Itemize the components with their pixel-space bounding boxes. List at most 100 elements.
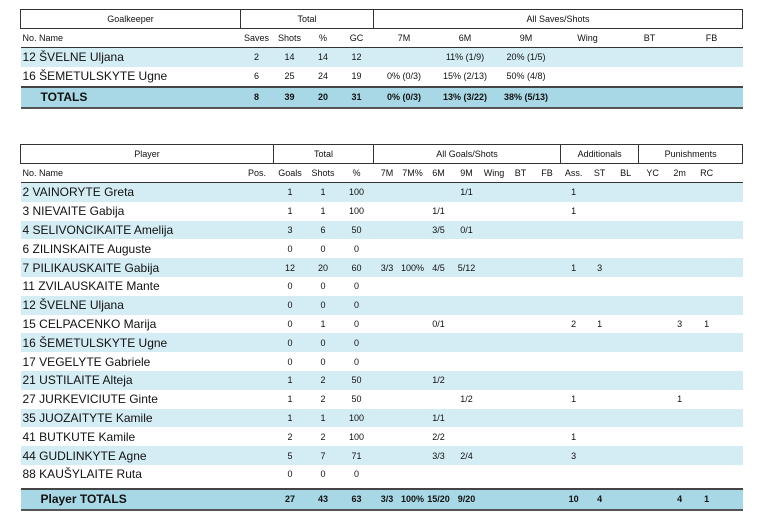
column-header: Shots [306,163,340,183]
player-name: 44 GUDLINKYTE Agne [20,446,241,465]
stat-cell [667,465,693,484]
stat-cell [534,427,561,446]
stat-cell [560,295,587,315]
stat-cell: 1 [320,318,326,329]
stat-cell: 0 [306,333,340,353]
stat-cell [721,352,743,371]
stat-cell [241,277,274,296]
stat-cell [681,67,743,87]
stat-cell: 12 [273,258,307,277]
stat-cell: 12 [339,47,374,67]
table-row: 16 ŠEMETULSKYTE Ugne 6 25 24 19 0% (0/3) 15% (… [21,67,743,87]
stat-cell [560,220,587,240]
table-row: 11 ZVILAUSKAITE Mante 0 0 0 [21,277,743,296]
player-name: 17 VEGELYTE Gabriele [22,354,151,369]
column-header: No. Name [20,163,241,183]
stat-cell: 11% (1/9) [434,47,496,67]
stat-cell [587,352,613,371]
stat-cell [508,465,534,484]
stat-cell [480,446,508,465]
totals-cell [720,487,743,511]
stat-cell [612,408,639,428]
stat-cell: 1/1 [424,408,453,428]
stat-cell [240,446,274,465]
stat-cell [586,295,613,315]
stat-cell [612,370,639,390]
stat-cell [507,182,534,202]
stat-cell [401,465,425,484]
stat-cell [639,202,667,221]
stat-cell [240,258,274,277]
stat-cell [481,202,508,221]
totals-cell [612,487,639,511]
stat-cell [373,370,401,390]
totals-cell: 3/3 [373,487,401,511]
stat-cell [666,182,693,202]
column-header: 7M% [400,163,425,183]
stat-cell [721,202,743,221]
column-header: No. Name [20,28,241,48]
stat-cell [507,333,534,353]
stat-cell [508,202,534,221]
stat-cell [425,239,453,258]
totals-cell: 31 [339,85,374,109]
stat-cell [692,446,721,465]
player-name: 12 ŠVELNE Uljana [20,47,241,67]
column-header: YC [638,163,667,183]
stat-cell [508,277,534,296]
stat-cell: 0 [320,356,326,367]
stat-cell [639,465,667,484]
column-header: % [339,163,374,183]
stat-cell [587,202,613,221]
table-row: 35 JUOZAITYTE Kamile 1 1 100 1/1 [20,408,743,428]
stat-cell: 4/5 [424,258,453,277]
stat-cell: 0 [320,281,326,292]
stat-cell [533,220,561,240]
stat-cell [638,370,667,390]
stat-cell [240,333,274,353]
stat-cell [480,408,508,428]
stat-cell: 100 [349,206,365,217]
totals-label: Player TOTALS [20,487,241,511]
stat-cell [508,352,534,371]
column-header: 7M [373,163,401,183]
stat-cell [692,220,721,240]
column-header: Goals [273,163,307,183]
column-header: Pos. [240,163,274,183]
stat-cell [241,465,274,484]
stat-cell: 2/2 [432,431,445,442]
stat-cell: 20% (1/5) [495,47,557,67]
player-table: Player Total All Goals/Shots Additionals Pun… [19,144,744,511]
stat-cell: 1 [273,182,307,202]
stat-cell [692,408,721,428]
column-header: Shots [272,28,307,48]
stat-cell: 2/4 [452,446,481,465]
stat-cell: 0 [287,243,293,254]
stat-cell [533,446,561,465]
stat-cell: 2 [240,47,273,67]
totals-cell [618,85,681,109]
stat-cell [400,220,425,240]
stat-cell [721,277,743,296]
stat-cell [507,220,534,240]
stat-cell [240,370,274,390]
stat-cell: 1 [560,258,587,277]
stat-cell [693,352,721,371]
table-row: 2 VAINORYTE Greta 1 1 100 1/1 1 [20,182,743,202]
stat-cell [587,390,613,409]
stat-cell [561,352,587,371]
column-header: 6M [434,28,496,48]
column-header: ST [586,163,613,183]
stat-cell [560,370,587,390]
table-row: 7 PILIKAUSKAITE Gabija 12 20 60 3/3 100% 4/5 5/… [20,258,743,277]
stat-cell: 0 [273,333,307,353]
stat-cell: 0 [287,281,293,292]
stat-cell: 19 [351,71,362,82]
player-name: 16 ŠEMETULSKYTE Ugne [20,333,241,353]
stat-cell [373,446,401,465]
totals-cell: 43 [306,487,340,511]
totals-cell: 38% (5/13) [495,85,557,109]
stat-cell: 0 [273,295,307,315]
stat-cell [639,352,667,371]
stat-cell [373,182,401,202]
